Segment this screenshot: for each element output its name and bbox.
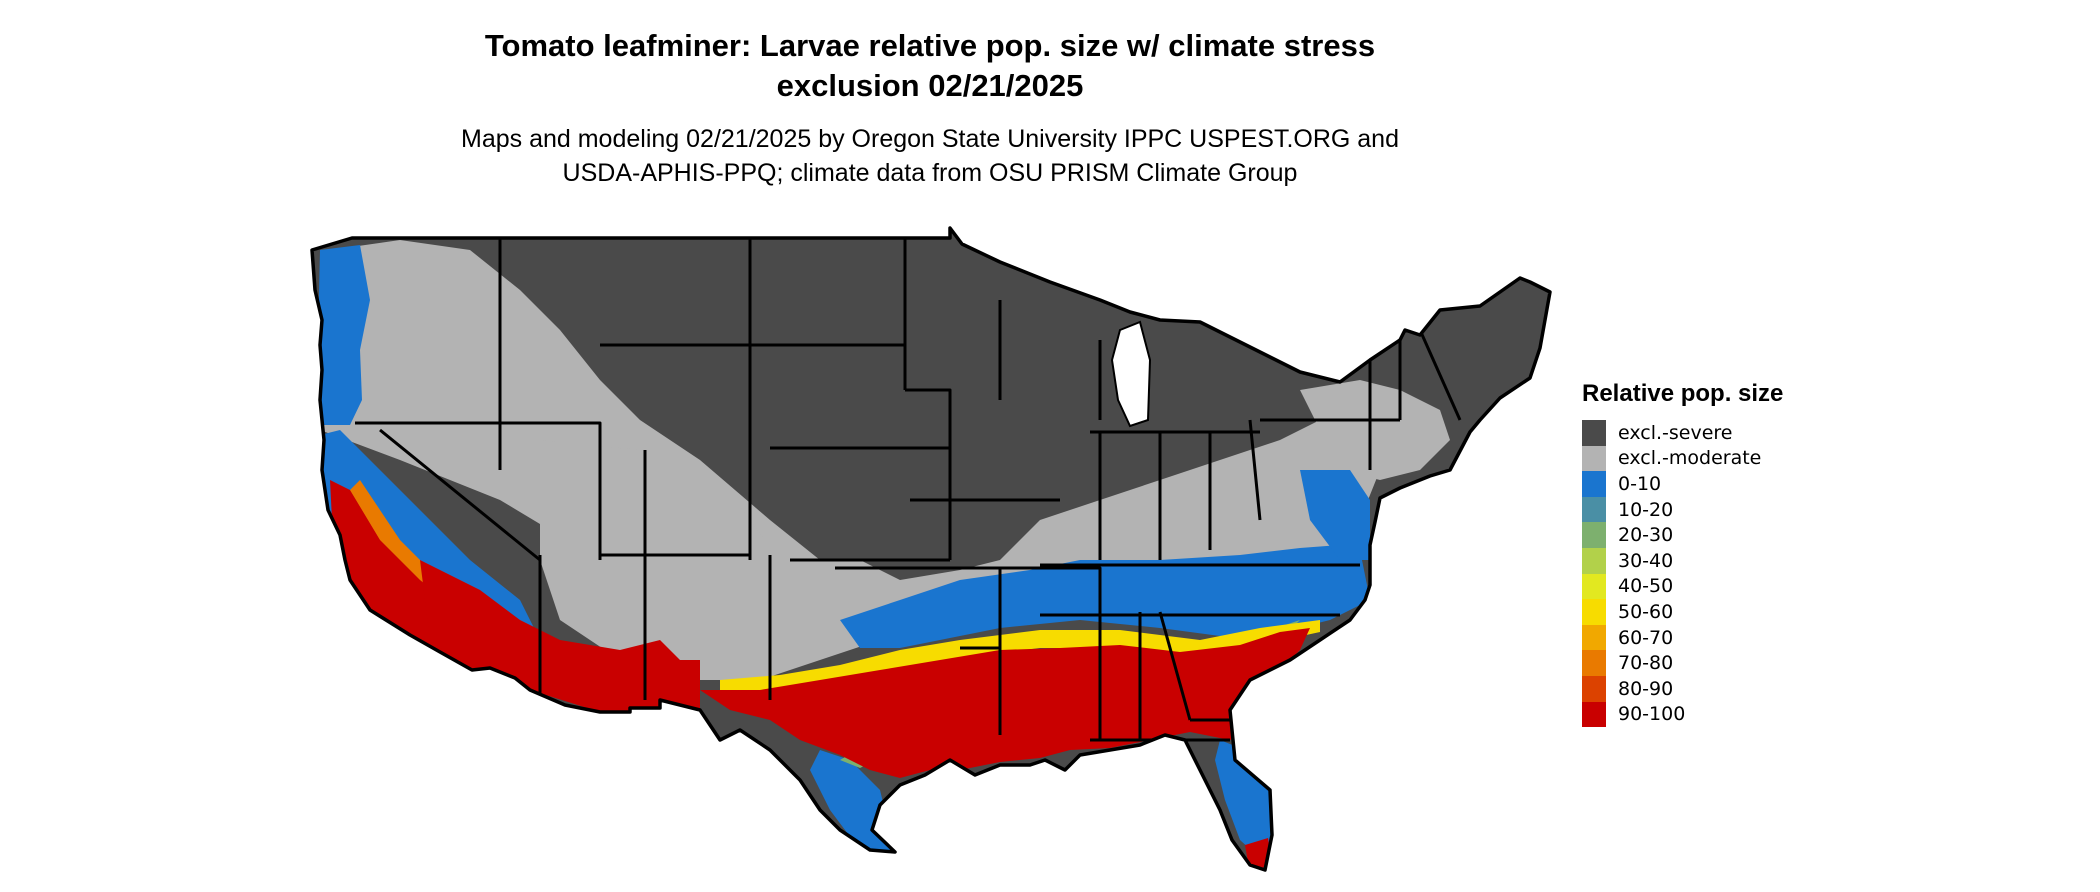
legend-label: 90-100 <box>1618 703 1686 726</box>
legend-label: 20-30 <box>1618 524 1674 547</box>
legend-swatch <box>1582 445 1606 472</box>
legend-label: excl.-severe <box>1618 421 1733 444</box>
title-line-1: Tomato leafminer: Larvae relative pop. s… <box>484 28 1376 63</box>
legend-item: 30-40 <box>1582 547 1783 574</box>
legend-swatch <box>1582 420 1606 446</box>
legend-label: 50-60 <box>1618 600 1674 623</box>
legend-swatch <box>1582 650 1606 676</box>
legend-label: 10-20 <box>1618 498 1674 521</box>
legend-item: 50-60 <box>1582 599 1783 625</box>
legend-label: 30-40 <box>1618 549 1674 572</box>
map-subtitle: Maps and modeling 02/21/2025 by Oregon S… <box>0 122 1860 190</box>
legend-swatch <box>1582 496 1606 523</box>
climate-zones <box>312 228 1550 870</box>
legend-item: 60-70 <box>1582 624 1783 651</box>
legend-item: 90-100 <box>1582 701 1783 728</box>
legend-swatch <box>1582 701 1606 728</box>
us-outline <box>310 226 1552 872</box>
title-line-2: exclusion 02/21/2025 <box>776 68 1084 103</box>
legend-item: excl.-moderate <box>1582 445 1783 472</box>
legend-swatch <box>1582 547 1606 574</box>
legend-item: 0-10 <box>1582 471 1783 497</box>
subtitle-line-1: Maps and modeling 02/21/2025 by Oregon S… <box>461 125 1399 153</box>
legend-item: 10-20 <box>1582 496 1783 523</box>
map-title: Tomato leafminer: Larvae relative pop. s… <box>0 26 1860 106</box>
legend-item: excl.-severe <box>1582 420 1783 446</box>
legend-title: Relative pop. size <box>1582 380 1784 407</box>
subtitle-line-2: USDA-APHIS-PPQ; climate data from OSU PR… <box>562 159 1298 187</box>
legend-label: excl.-moderate <box>1618 447 1762 470</box>
legend-item: 40-50 <box>1582 573 1783 600</box>
legend-swatch <box>1582 471 1606 497</box>
lake-michigan <box>1110 320 1152 428</box>
legend-label: 70-80 <box>1618 652 1674 675</box>
legend-swatch <box>1582 675 1606 702</box>
legend-swatch <box>1582 599 1606 625</box>
legend-label: 40-50 <box>1618 575 1674 598</box>
legend-item: 70-80 <box>1582 650 1783 676</box>
legend-item: 80-90 <box>1582 675 1783 702</box>
map-legend: Relative pop. size excl.-severe excl.-mod… <box>1582 380 1784 728</box>
legend-label: 60-70 <box>1618 626 1674 649</box>
legend-label: 0-10 <box>1618 472 1662 495</box>
legend-label: 80-90 <box>1618 677 1674 700</box>
state-borders <box>355 238 1462 742</box>
legend-swatch <box>1582 573 1606 600</box>
legend-swatch <box>1582 624 1606 651</box>
legend-swatch <box>1582 522 1606 548</box>
legend-item: 20-30 <box>1582 522 1783 548</box>
legend-items: excl.-severe excl.-moderate 0-10 10-20 20-30… <box>1582 420 1783 728</box>
